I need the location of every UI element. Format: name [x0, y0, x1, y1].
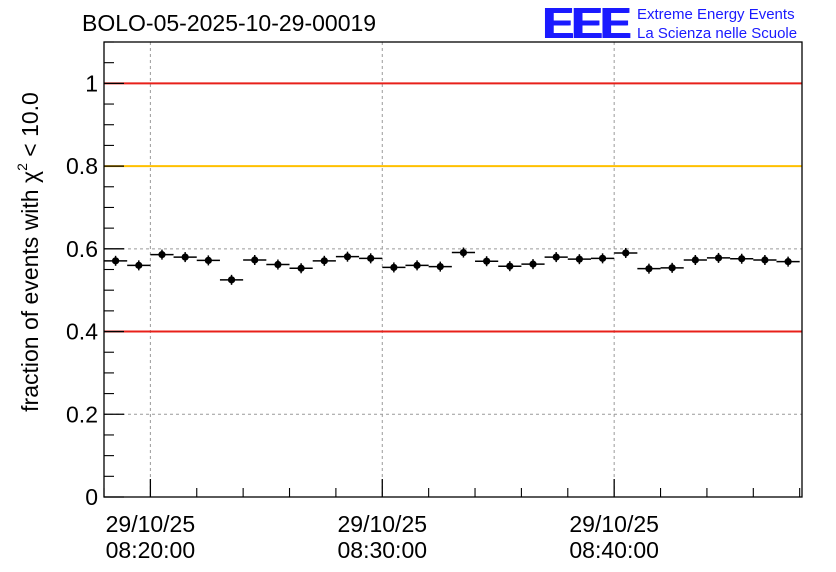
data-point: [289, 263, 313, 274]
logo-text: Extreme Energy Events La Scienza nelle S…: [637, 5, 797, 43]
x-tick-date: 29/10/25: [338, 511, 428, 537]
reference-lines: [104, 82, 802, 333]
data-point: [753, 254, 777, 265]
data-point: [498, 261, 522, 272]
data-point: [637, 263, 661, 274]
data-point: [614, 247, 638, 258]
data-point: [660, 262, 684, 273]
data-point: [243, 254, 267, 265]
marker: [227, 276, 236, 284]
data-point: [776, 256, 800, 267]
logo-line-2: La Scienza nelle Scuole: [637, 25, 798, 42]
data-point: [127, 260, 151, 271]
marker: [158, 251, 166, 259]
eee-logo: EEE Extreme Energy Events La Scienza nel…: [542, 0, 797, 48]
data-point: [521, 259, 545, 270]
data-point: [405, 260, 429, 271]
y-tick-labels: 0 0.2 0.4 0.6 0.8 1: [66, 70, 98, 510]
marker: [552, 253, 560, 261]
logo-mark: EEE: [542, 0, 631, 48]
x-tick-labels: 29/10/2508:20:0029/10/2508:30:0029/10/25…: [106, 511, 659, 563]
y-tick-label: 0.6: [66, 236, 98, 262]
grid-lines: [104, 42, 802, 497]
x-tick-time: 08:30:00: [338, 537, 428, 563]
marker: [668, 264, 676, 272]
data-point: [312, 255, 336, 266]
y-tick-label: 0: [85, 484, 98, 510]
marker: [598, 254, 607, 262]
marker: [459, 248, 468, 257]
data-point: [590, 253, 615, 264]
data-point: [475, 256, 499, 267]
marker: [251, 256, 259, 264]
marker: [274, 260, 282, 269]
y-tick-label: 0.4: [66, 319, 98, 345]
marker: [483, 257, 491, 265]
x-tick-date: 29/10/25: [569, 511, 659, 537]
logo-line-1: Extreme Energy Events: [637, 6, 795, 23]
y-tick-label: 0.2: [66, 401, 98, 427]
marker: [111, 257, 120, 265]
marker: [714, 254, 723, 262]
marker: [367, 254, 375, 262]
y-axis-label-suffix: < 10.0: [16, 92, 43, 164]
marker: [784, 258, 792, 266]
marker: [738, 255, 746, 263]
y-tick-label: 0.8: [66, 153, 98, 179]
chi-symbol: χ: [16, 170, 43, 184]
marker: [506, 262, 514, 270]
marker: [645, 265, 653, 273]
marker: [135, 261, 143, 269]
marker: [761, 256, 769, 264]
data-point: [335, 251, 360, 262]
marker: [622, 249, 630, 257]
data-point: [359, 253, 383, 264]
chart-title: BOLO-05-2025-10-29-00019: [82, 10, 377, 36]
y-tick-label: 1: [85, 70, 98, 96]
marker: [343, 253, 352, 261]
data-point: [382, 262, 406, 273]
marker: [529, 260, 537, 268]
data-point: [266, 259, 290, 270]
data-point: [104, 255, 128, 266]
data-point: [173, 252, 197, 263]
data-point: [196, 255, 220, 266]
chi-exponent: 2: [14, 163, 31, 171]
y-axis-label-prefix: fraction of events with: [16, 183, 43, 412]
data-point: [219, 274, 244, 285]
marker: [390, 263, 398, 272]
marker: [413, 261, 421, 269]
x-tick-time: 08:20:00: [106, 537, 196, 563]
data-point: [730, 253, 754, 264]
data-point: [428, 261, 452, 272]
data-points: [104, 247, 800, 285]
data-point: [150, 249, 174, 260]
y-axis-label: fraction of events with χ2 < 10.0: [14, 92, 44, 412]
marker: [204, 256, 212, 264]
x-tick-date: 29/10/25: [106, 511, 196, 537]
marker: [320, 257, 328, 265]
axis-ticks: [103, 41, 801, 498]
data-point: [451, 247, 476, 258]
data-point: [567, 254, 591, 265]
marker: [691, 256, 699, 264]
data-point: [683, 254, 707, 265]
x-tick-time: 08:40:00: [569, 537, 659, 563]
data-point: [544, 252, 568, 263]
data-point: [706, 252, 731, 263]
plot-frame: [103, 41, 803, 498]
marker: [575, 255, 583, 263]
marker: [297, 264, 305, 272]
marker: [181, 253, 189, 261]
marker: [436, 263, 444, 271]
